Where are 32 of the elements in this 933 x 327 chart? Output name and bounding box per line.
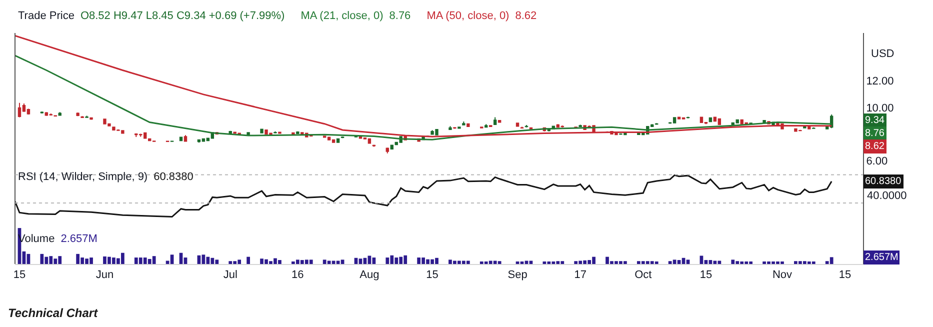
x-tick-label: Nov xyxy=(772,269,793,282)
text: MA (50, close, 0) xyxy=(426,10,510,22)
chart-title: Trade Price xyxy=(18,10,74,22)
x-tick-label: 17 xyxy=(574,269,586,282)
x-tick-label: 16 xyxy=(292,269,304,282)
text: 2.657M xyxy=(865,252,898,263)
chart-title: RSI (14, Wilder, Simple, 9) xyxy=(18,171,148,183)
text: 8.76 xyxy=(865,128,885,139)
x-tick-label: Jul xyxy=(223,269,238,282)
text: 60.8380 xyxy=(865,176,902,187)
text: 9.34 xyxy=(865,115,885,126)
text: O8.52 H9.47 L8.45 C9.34 +0.69 (+7.99%) xyxy=(80,10,285,22)
x-tick-label: Jun xyxy=(96,269,114,282)
y-tick-label: 12.00 xyxy=(866,76,894,88)
x-tick-label: 15 xyxy=(426,269,438,282)
y-tick-label: 10.00 xyxy=(866,102,894,114)
annotation: 2.657M xyxy=(60,233,98,245)
x-tick-label: 15 xyxy=(13,269,26,282)
text: 8.76 xyxy=(389,10,411,22)
text: 40.0000 xyxy=(867,190,907,202)
x-tick-label: 15 xyxy=(838,269,852,282)
annotation: 60.8380 xyxy=(154,171,194,183)
y-tick-label: 6.00 xyxy=(866,156,888,168)
text: 8.62 xyxy=(865,141,885,152)
x-tick-label: Sep xyxy=(508,269,528,282)
text: 8.62 xyxy=(515,10,537,22)
text: Technical Chart xyxy=(8,306,98,320)
x-tick-label: Aug xyxy=(360,269,380,282)
text: MA (21, close, 0) xyxy=(300,10,384,22)
y-axis-title: USD xyxy=(871,48,894,60)
x-tick-label: Oct xyxy=(634,269,652,282)
x-tick-label: 15 xyxy=(700,269,712,282)
